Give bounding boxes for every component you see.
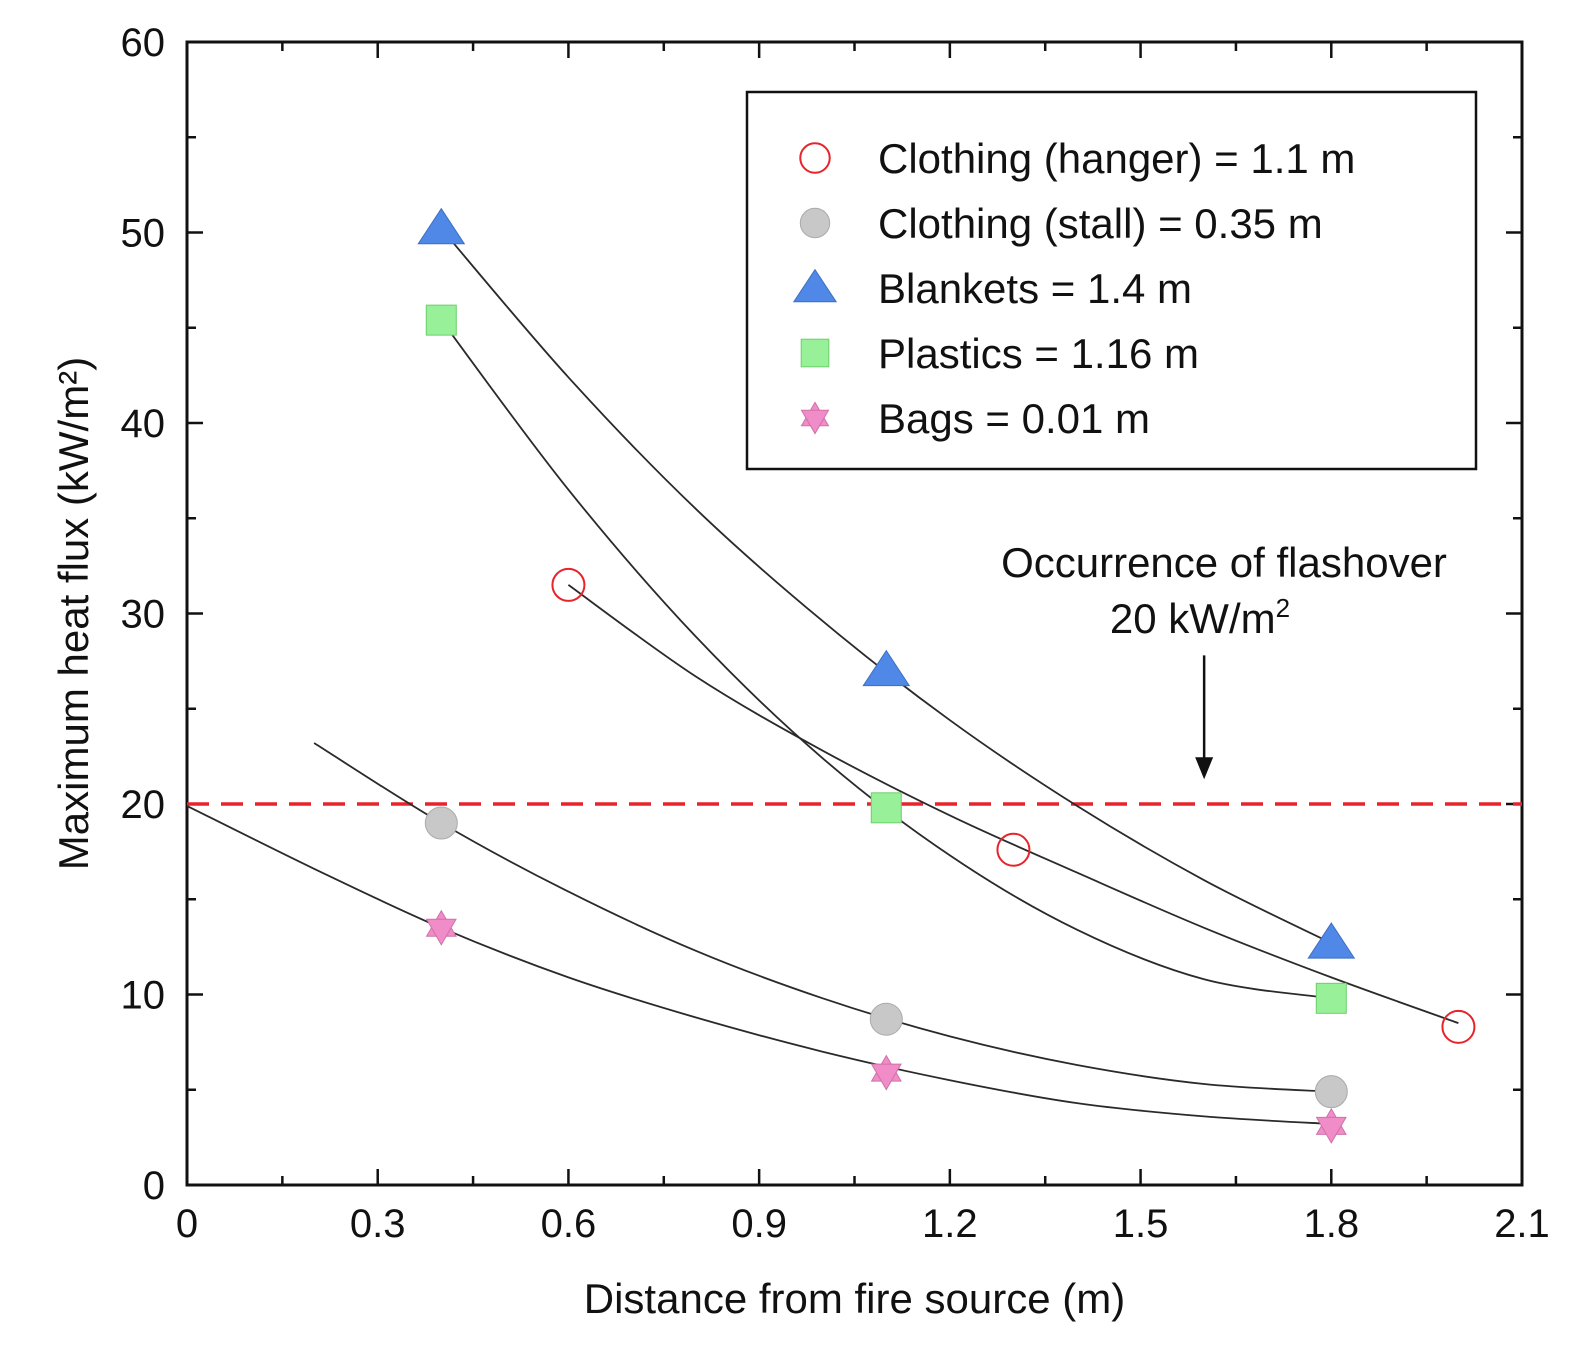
data-point — [1315, 1107, 1347, 1144]
flashover-annotation-value: 20 kW/m — [1110, 595, 1276, 642]
x-tick-label: 0 — [176, 1202, 198, 1246]
legend-item: Plastics = 1.16 m — [800, 330, 1199, 377]
flashover-arrow-head — [1195, 757, 1214, 780]
x-tick-label: 0.6 — [541, 1202, 597, 1246]
legend-marker — [799, 142, 831, 174]
data-point — [870, 1054, 902, 1091]
ticks-layer: 0 0.3 0.6 0.9 1.2 1.5 1.8 2.1 0 10 20 30 40 50 60 — [121, 21, 1550, 1246]
legend-marker — [800, 401, 830, 435]
data-point — [424, 806, 458, 840]
y-tick-label: 60 — [121, 21, 166, 65]
legend-layer: Clothing (hanger) = 1.1 m Clothing (stall… — [745, 90, 1478, 471]
legend-label: Blankets = 1.4 m — [878, 265, 1192, 312]
data-point — [869, 1002, 903, 1036]
legend-marker — [792, 268, 838, 303]
fit-curve — [440, 228, 1332, 944]
data-point — [425, 909, 457, 946]
star-triangle-down — [870, 1063, 902, 1091]
data-point — [425, 304, 457, 336]
x-tick-label: 1.2 — [922, 1202, 978, 1246]
annotation-layer: Occurrence of flashover 20 kW/m2 — [1001, 539, 1447, 780]
legend-item: Blankets = 1.4 m — [792, 265, 1192, 312]
axis-titles-layer: Distance from fire source (m) Maximum hea… — [50, 357, 1125, 1322]
x-tick-label: 2.1 — [1494, 1202, 1550, 1246]
fit-curve — [567, 584, 1459, 1024]
legend-marker — [799, 207, 831, 239]
data-point — [996, 832, 1031, 867]
data-points-layer — [417, 207, 1476, 1144]
data-point — [417, 207, 466, 245]
flashover-annotation-superscript: 2 — [1276, 593, 1290, 623]
fit-curve — [313, 742, 1332, 1093]
y-tick-label: 20 — [121, 783, 166, 827]
y-tick-label: 40 — [121, 402, 166, 446]
x-tick-label: 1.5 — [1113, 1202, 1169, 1246]
flashover-annotation-line2: 20 kW/m2 — [1110, 593, 1290, 642]
legend-item: Clothing (hanger) = 1.1 m — [799, 135, 1355, 182]
x-tick-label: 0.3 — [350, 1202, 406, 1246]
star-triangle-down — [425, 918, 457, 946]
star-triangle-down — [800, 409, 830, 435]
data-point — [870, 792, 902, 824]
legend-item: Clothing (stall) = 0.35 m — [799, 200, 1323, 247]
data-point — [1315, 982, 1347, 1014]
flashover-annotation-line1: Occurrence of flashover — [1001, 539, 1447, 586]
x-tick-label: 0.9 — [731, 1202, 787, 1246]
legend-label: Clothing (stall) = 0.35 m — [878, 200, 1323, 247]
legend-label: Clothing (hanger) = 1.1 m — [878, 135, 1355, 182]
fit-curve — [440, 319, 1332, 1000]
data-point — [1441, 1009, 1476, 1044]
data-point — [1314, 1075, 1348, 1109]
y-tick-label: 30 — [121, 593, 166, 637]
y-tick-label: 10 — [121, 974, 166, 1018]
legend-marker — [800, 338, 830, 368]
fit-curves-layer — [186, 228, 1459, 1125]
star-triangle-down — [1315, 1116, 1347, 1144]
legend-box — [745, 90, 1478, 471]
y-axis-title: Maximum heat flux (kW/m²) — [50, 357, 97, 870]
data-point — [551, 567, 586, 602]
y-tick-label: 50 — [121, 212, 166, 256]
legend-label: Plastics = 1.16 m — [878, 330, 1199, 377]
data-point — [1307, 922, 1356, 959]
fit-curve — [186, 805, 1332, 1125]
legend-label: Bags = 0.01 m — [878, 395, 1150, 442]
y-tick-label: 0 — [143, 1164, 165, 1208]
x-axis-title: Distance from fire source (m) — [584, 1275, 1125, 1322]
legend-item: Bags = 0.01 m — [800, 395, 1150, 442]
data-point — [862, 649, 911, 687]
x-tick-label: 1.8 — [1303, 1202, 1359, 1246]
